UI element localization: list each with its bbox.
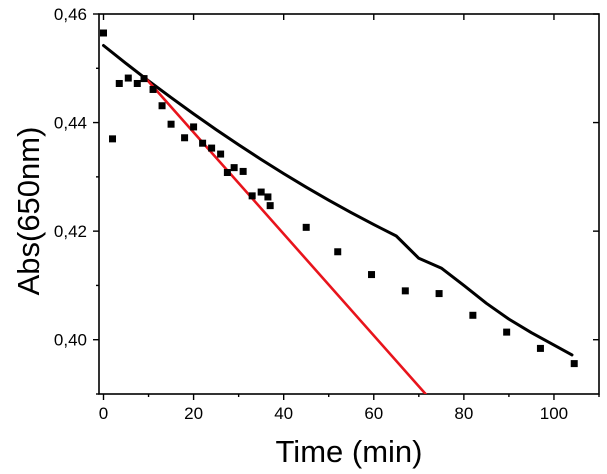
- y-axis-ticks: 0,40 0,42 0,44 0,46: [54, 5, 599, 395]
- data-point: [100, 29, 108, 37]
- data-point: [199, 139, 207, 147]
- data-point: [217, 150, 225, 158]
- data-point: [435, 290, 443, 298]
- y-tick-label: 0,40: [54, 331, 87, 350]
- data-point: [124, 74, 132, 82]
- data-point: [133, 79, 141, 87]
- data-point: [469, 311, 477, 319]
- data-point: [230, 164, 238, 172]
- y-tick-label: 0,44: [54, 114, 87, 133]
- data-point: [239, 167, 247, 175]
- x-tick-label: 20: [184, 404, 203, 423]
- x-axis-title: Time (min): [276, 434, 423, 469]
- data-point: [140, 75, 148, 83]
- data-point: [109, 135, 117, 143]
- data-point: [115, 79, 123, 87]
- data-point: [208, 144, 216, 152]
- axes-frame: [98, 13, 600, 395]
- data-point: [264, 193, 272, 201]
- fit-curve: [102, 44, 574, 357]
- data-point: [223, 169, 231, 177]
- x-tick-label: 100: [540, 404, 568, 423]
- data-point: [401, 287, 409, 295]
- axes-box: [98, 13, 600, 395]
- y-tick-label: 0,46: [54, 5, 87, 24]
- data-point: [158, 102, 166, 110]
- data-point: [190, 123, 198, 131]
- data-point: [266, 202, 274, 210]
- y-axis-title: Abs(650nm): [11, 127, 46, 296]
- data-point: [302, 223, 310, 231]
- data-point: [149, 85, 157, 93]
- data-point: [536, 344, 544, 352]
- data-point: [257, 188, 265, 196]
- initial-slope-line: [142, 75, 427, 394]
- data-point: [248, 192, 256, 200]
- data-point: [181, 134, 189, 142]
- data-point: [368, 271, 376, 279]
- x-tick-label: 60: [364, 404, 383, 423]
- data-point: [167, 120, 175, 128]
- data-point: [503, 328, 511, 336]
- data-point: [334, 248, 342, 256]
- x-axis-ticks: 0 20 40 60 80 100: [99, 14, 600, 423]
- x-tick-label: 0: [99, 404, 108, 423]
- data-point: [570, 360, 578, 368]
- x-tick-label: 80: [454, 404, 473, 423]
- x-tick-label: 40: [274, 404, 293, 423]
- plot-area: [100, 29, 578, 394]
- y-tick-label: 0,42: [54, 222, 87, 241]
